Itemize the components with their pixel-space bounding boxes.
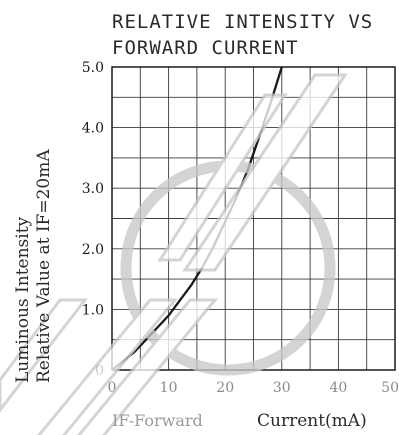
y-tick-label: 3.0 (82, 181, 104, 197)
y-tick-label: 1.0 (82, 302, 104, 318)
x-tick-label: 10 (160, 380, 178, 396)
chart-title-line2: FORWARD CURRENT (112, 37, 299, 59)
watermark-logo (0, 73, 348, 435)
series-line (111, 66, 283, 371)
y-axis-label-line2: Relative Value at IF=20mA (34, 149, 54, 383)
x-axis-label-part1: IF-Forward (112, 411, 203, 430)
y-tick-label: 2.0 (82, 242, 104, 258)
x-axis-label-part2: Current(mA) (257, 411, 367, 431)
x-tick-label: 30 (273, 380, 291, 396)
x-tick-label: 40 (329, 380, 347, 396)
y-tick-label: 5.0 (82, 60, 104, 76)
y-axis-label-line1: Luminous Intensity (13, 216, 33, 383)
x-tick-label: 20 (216, 380, 234, 396)
chart-title-line1: RELATIVE INTENSITY VS (112, 11, 373, 33)
x-tick-label: 50 (381, 380, 399, 396)
x-tick-label: 0 (108, 380, 117, 396)
y-tick-label: 4.0 (82, 121, 104, 137)
